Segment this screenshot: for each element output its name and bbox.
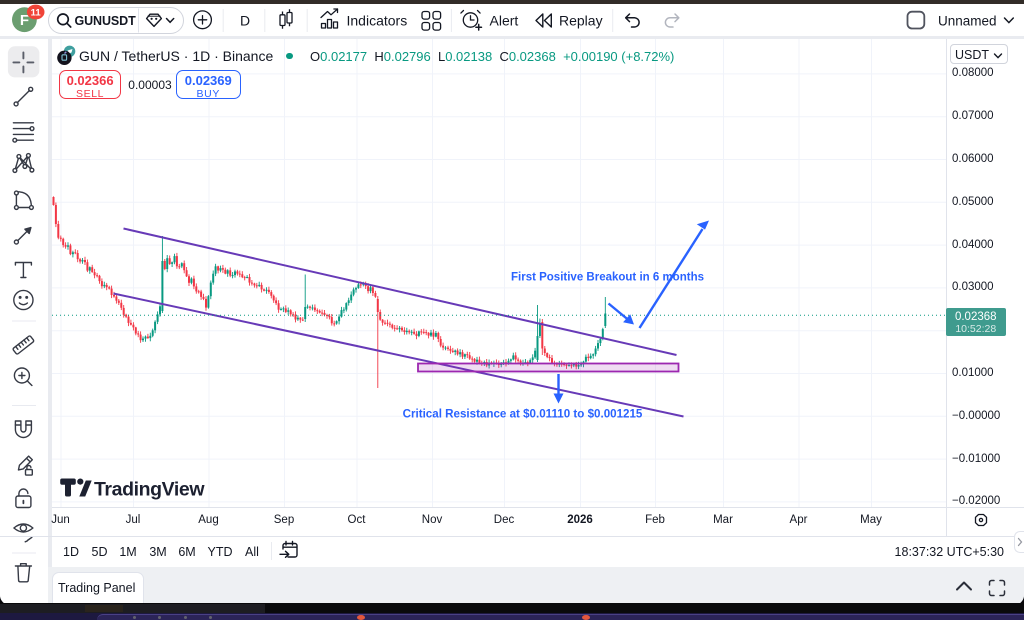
svg-text:Unnamed: Unnamed xyxy=(938,13,997,28)
svg-text:D: D xyxy=(240,12,250,28)
svg-text:First Positive Breakout in 6 m: First Positive Breakout in 6 months xyxy=(511,272,704,284)
svg-text:11: 11 xyxy=(31,7,42,18)
svg-text:Replay: Replay xyxy=(559,12,603,28)
svg-text:Indicators: Indicators xyxy=(347,12,408,28)
svg-text:TradingView: TradingView xyxy=(94,479,205,501)
svg-text:GUNUSDT: GUNUSDT xyxy=(75,14,137,28)
svg-text:Critical Resistance at $0.0111: Critical Resistance at $0.01110 to $0.00… xyxy=(402,408,642,421)
svg-text:F: F xyxy=(20,12,29,29)
svg-text:Alert: Alert xyxy=(490,12,519,28)
